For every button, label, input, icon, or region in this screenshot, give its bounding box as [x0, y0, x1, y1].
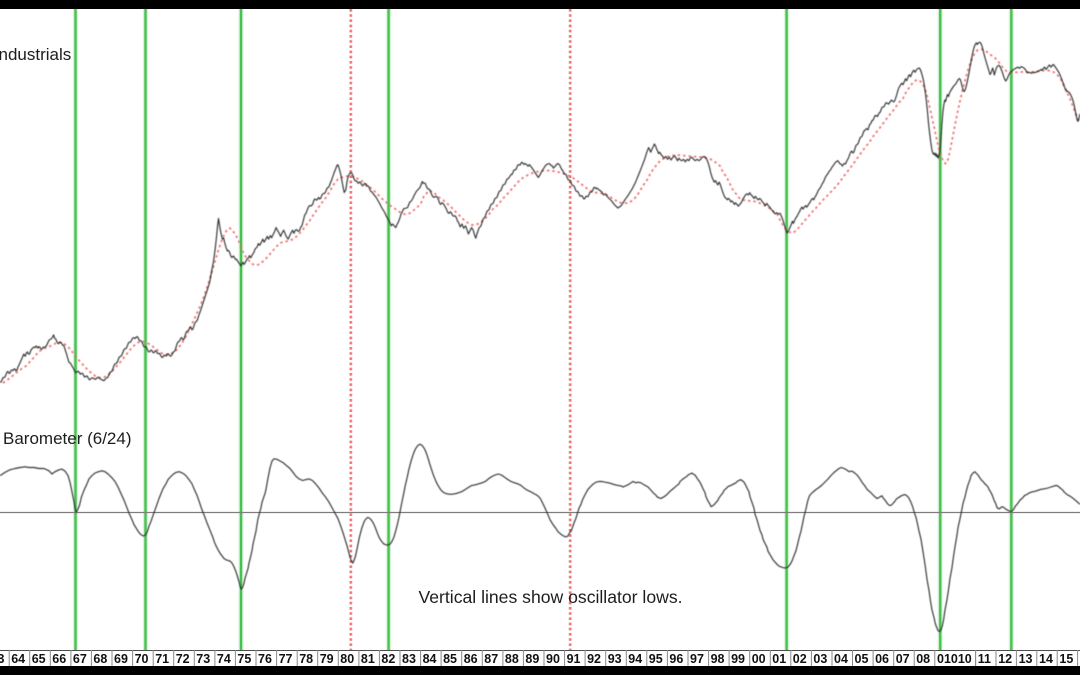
svg-text:87: 87	[484, 652, 498, 666]
svg-text:00: 00	[752, 652, 766, 666]
svg-text:97: 97	[690, 652, 704, 666]
svg-text:92: 92	[587, 652, 601, 666]
svg-text:05: 05	[855, 652, 869, 666]
svg-text:83: 83	[402, 652, 416, 666]
svg-text:73: 73	[196, 652, 210, 666]
svg-text:80: 80	[340, 652, 354, 666]
svg-text:13: 13	[1019, 652, 1033, 666]
svg-text:04: 04	[834, 652, 848, 666]
svg-text:81: 81	[361, 652, 375, 666]
svg-text:12: 12	[998, 652, 1012, 666]
svg-text:91: 91	[567, 652, 581, 666]
svg-text:02: 02	[793, 652, 807, 666]
svg-text:76: 76	[258, 652, 272, 666]
svg-text:95: 95	[649, 652, 663, 666]
svg-text:03: 03	[813, 652, 827, 666]
svg-text:99: 99	[731, 652, 745, 666]
svg-text:68: 68	[93, 652, 107, 666]
svg-text:15: 15	[1059, 652, 1073, 666]
svg-text:78: 78	[299, 652, 313, 666]
svg-text:85: 85	[443, 652, 457, 666]
svg-text:84: 84	[423, 652, 437, 666]
svg-text:01010: 01010	[937, 652, 972, 666]
svg-text:74: 74	[217, 652, 231, 666]
svg-text:64: 64	[11, 652, 25, 666]
svg-text:07: 07	[896, 652, 910, 666]
svg-text:14: 14	[1039, 652, 1053, 666]
svg-text:08: 08	[916, 652, 930, 666]
svg-text:93: 93	[608, 652, 622, 666]
svg-text:75: 75	[237, 652, 251, 666]
svg-text:94: 94	[628, 652, 642, 666]
svg-text:90: 90	[546, 652, 560, 666]
svg-text:72: 72	[176, 652, 190, 666]
svg-text:89: 89	[525, 652, 539, 666]
svg-text:01: 01	[772, 652, 786, 666]
svg-text:Vertical lines show oscillator: Vertical lines show oscillator lows.	[419, 587, 683, 607]
svg-text:67: 67	[73, 652, 87, 666]
svg-text:70: 70	[135, 652, 149, 666]
svg-text:11: 11	[978, 652, 991, 666]
svg-text:79: 79	[320, 652, 334, 666]
svg-text:Barometer (6/24): Barometer (6/24)	[3, 429, 132, 448]
svg-text:69: 69	[114, 652, 128, 666]
svg-text:71: 71	[155, 652, 169, 666]
svg-text:65: 65	[32, 652, 46, 666]
svg-text:63: 63	[0, 652, 5, 666]
svg-text:82: 82	[381, 652, 395, 666]
svg-text:77: 77	[279, 652, 293, 666]
svg-text:06: 06	[875, 652, 889, 666]
svg-text:ndustrials: ndustrials	[0, 45, 71, 64]
svg-text:98: 98	[711, 652, 725, 666]
svg-text:86: 86	[464, 652, 478, 666]
svg-text:88: 88	[505, 652, 519, 666]
svg-text:96: 96	[669, 652, 683, 666]
svg-text:66: 66	[52, 652, 66, 666]
